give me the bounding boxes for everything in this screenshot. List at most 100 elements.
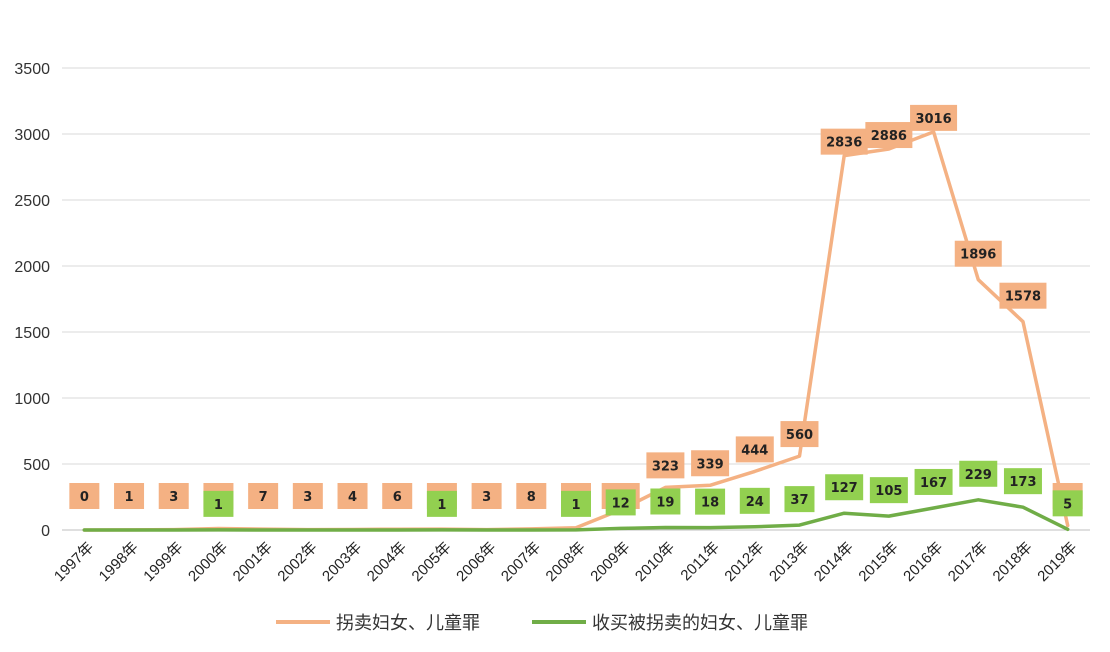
data-label-s2-box <box>869 477 908 504</box>
data-label-s2-box <box>739 487 770 514</box>
data-label-s2-box <box>914 468 953 495</box>
data-label-s1: 0 <box>80 490 89 505</box>
data-label-s1: 3016 <box>915 112 951 127</box>
y-tick-label: 2500 <box>14 193 50 210</box>
data-label-s1-box <box>114 483 145 509</box>
data-label-s2-box <box>561 490 591 517</box>
gridlines <box>62 67 1090 531</box>
data-label-s2: 37 <box>790 493 808 508</box>
data-labels: 0131173467381715332333944456028362886301… <box>69 104 1083 517</box>
y-tick-label: 0 <box>41 523 50 540</box>
y-tick-label: 3000 <box>14 127 50 144</box>
data-label-s1-box <box>910 104 958 131</box>
data-label-s2: 1 <box>214 498 223 513</box>
x-tick-label: 2005年 <box>409 539 455 585</box>
x-tick-label: 2001年 <box>230 539 276 585</box>
data-label-s2: 19 <box>656 495 674 510</box>
data-label-s1: 323 <box>652 459 679 474</box>
data-label-s1-box <box>954 240 1002 267</box>
data-label-s1-box <box>999 282 1047 309</box>
data-label-s1-box <box>865 122 913 149</box>
data-label-s1-box <box>780 421 819 448</box>
data-label-s2: 1 <box>437 498 446 513</box>
data-label-s1: 2836 <box>826 136 862 151</box>
y-axis: 0 500 1000 1500 2000 2500 3000 3500 <box>14 61 50 540</box>
legend-label-series-2: 收买被拐卖的妇女、儿童罪 <box>592 613 808 634</box>
data-label-s2: 105 <box>875 484 902 499</box>
data-label-s2: 229 <box>965 468 992 483</box>
data-label-s2-box <box>1003 468 1042 495</box>
data-label-s2-box <box>784 486 815 513</box>
x-tick-label: 1998年 <box>96 539 142 585</box>
x-tick-label: 2003年 <box>319 539 365 585</box>
data-label-s2: 173 <box>1009 475 1036 490</box>
data-label-s1: 7 <box>259 490 268 505</box>
y-tick-label: 500 <box>23 457 50 474</box>
data-label-s1-box <box>158 483 189 509</box>
data-label-s1: 339 <box>697 457 724 472</box>
data-label-s1: 8 <box>527 490 536 505</box>
data-label-s1-box <box>337 483 368 509</box>
data-label-s1: 1578 <box>1005 290 1041 305</box>
data-label-s1: 3 <box>169 490 178 505</box>
data-label-s2-box <box>825 474 864 501</box>
y-tick-label: 2000 <box>14 259 50 276</box>
x-tick-label: 1999年 <box>140 539 186 585</box>
y-tick-label: 1500 <box>14 325 50 342</box>
data-label-s2: 167 <box>920 476 947 491</box>
data-label-s1-box <box>516 483 547 509</box>
x-tick-label: 2017年 <box>945 539 991 585</box>
y-tick-label: 3500 <box>14 61 50 78</box>
data-label-s1-box <box>820 128 868 155</box>
data-label-s2: 127 <box>831 481 858 496</box>
x-tick-label: 2007年 <box>498 539 544 585</box>
data-label-s2-box <box>1052 490 1083 517</box>
data-label-s1-box <box>382 483 413 509</box>
x-tick-label: 2008年 <box>543 539 589 585</box>
x-tick-label: 2004年 <box>364 539 410 585</box>
data-label-s2-box <box>426 490 457 517</box>
data-label-s1: 444 <box>741 443 768 458</box>
data-label-s2: 12 <box>612 496 630 511</box>
x-tick-label: 2019年 <box>1034 539 1080 585</box>
data-label-s1-box <box>248 483 279 509</box>
x-tick-label: 2015年 <box>855 539 901 585</box>
x-tick-label: 2012年 <box>721 539 767 585</box>
x-tick-label: 2016年 <box>900 539 946 585</box>
y-tick-label: 1000 <box>14 391 50 408</box>
data-label-s2: 1 <box>571 498 580 513</box>
data-label-s1: 560 <box>786 428 813 443</box>
x-tick-label: 2010年 <box>632 539 678 585</box>
x-tick-label: 2006年 <box>453 539 499 585</box>
x-tick-label: 1997年 <box>51 539 97 585</box>
data-label-s2: 18 <box>701 496 719 511</box>
legend: 拐卖妇女、儿童罪 收买被拐卖的妇女、儿童罪 <box>276 613 808 634</box>
data-label-s2: 24 <box>746 495 764 510</box>
data-label-s1: 2886 <box>871 129 907 144</box>
data-label-s2-box <box>695 488 726 515</box>
x-tick-label: 2018年 <box>990 539 1036 585</box>
data-label-s2-box <box>650 488 681 515</box>
data-label-s1: 3 <box>303 490 312 505</box>
data-label-s2-box <box>203 490 234 517</box>
data-label-s1-box <box>471 483 502 509</box>
data-label-s1: 4 <box>348 490 357 505</box>
data-label-s1-box <box>646 452 685 479</box>
x-axis: 1997年1998年1999年2000年2001年2002年2003年2004年… <box>51 529 1090 585</box>
x-tick-label: 2002年 <box>274 539 320 585</box>
data-label-s1: 6 <box>393 490 402 505</box>
data-label-s1: 3 <box>482 490 491 505</box>
legend-label-series-1: 拐卖妇女、儿童罪 <box>336 613 480 634</box>
data-label-s1-box <box>735 436 774 463</box>
series-line-2 <box>82 498 1070 532</box>
x-tick-label: 2013年 <box>766 539 812 585</box>
data-label-s1-box <box>691 450 730 477</box>
x-tick-label: 2000年 <box>185 539 231 585</box>
x-tick-label: 2014年 <box>811 539 857 585</box>
data-label-s2: 5 <box>1063 497 1072 512</box>
data-label-s2-box <box>959 460 998 487</box>
data-label-s1: 1 <box>125 490 134 505</box>
data-label-s2-box <box>605 489 636 516</box>
x-tick-label: 2011年 <box>677 539 722 584</box>
